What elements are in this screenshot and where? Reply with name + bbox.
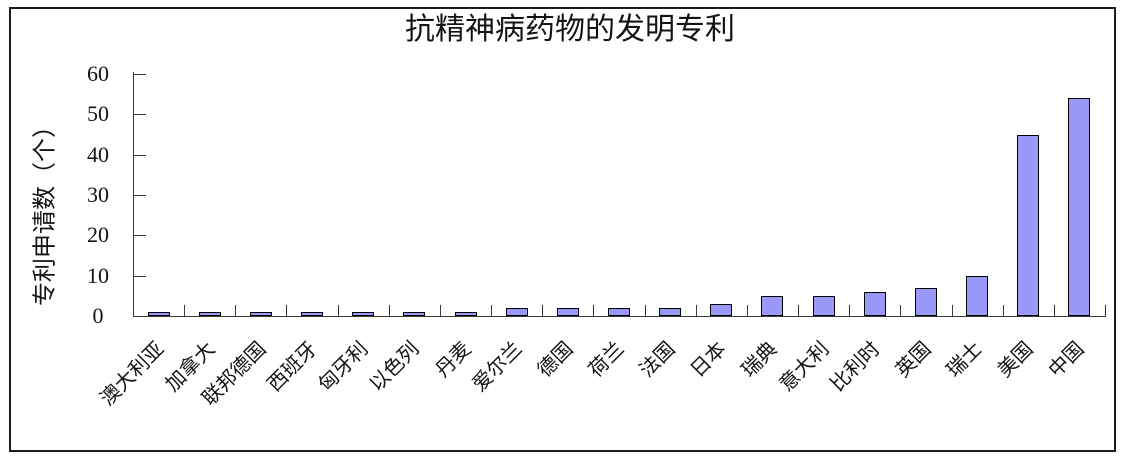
x-axis-tick [542, 305, 544, 316]
x-axis-line [133, 316, 1106, 317]
bar [505, 307, 528, 316]
y-tick-label: 40 [87, 141, 109, 167]
chart-title: 抗精神病药物的发明专利 [405, 13, 735, 46]
x-axis-tick [1053, 305, 1055, 316]
x-axis-tick [184, 305, 186, 316]
bar [710, 303, 733, 316]
x-axis-tick [491, 305, 493, 316]
y-axis-tick [134, 275, 146, 277]
x-axis-tick [849, 305, 851, 316]
x-axis-tick [235, 305, 237, 316]
y-tick-label: 50 [87, 101, 109, 127]
bar [966, 275, 989, 316]
x-axis-tick [286, 305, 288, 316]
bar [249, 311, 272, 316]
chart-frame [9, 7, 1116, 452]
x-axis-tick [337, 305, 339, 316]
bar [812, 295, 835, 316]
bar [301, 311, 324, 316]
y-axis-line [133, 72, 134, 317]
x-axis-tick [695, 305, 697, 316]
bar [352, 311, 375, 316]
bar [761, 295, 784, 316]
bar [147, 311, 170, 316]
bar [403, 311, 426, 316]
y-axis-title: 专利申请数（个） [32, 114, 59, 306]
bar [556, 307, 579, 316]
y-axis-tick [134, 235, 146, 237]
x-axis-tick [1002, 305, 1004, 316]
bar [454, 311, 477, 316]
x-axis-tick [900, 305, 902, 316]
x-axis-tick [798, 305, 800, 316]
y-tick-label: 20 [87, 222, 109, 248]
y-tick-label: 30 [87, 182, 109, 207]
y-axis-tick [134, 114, 146, 116]
bar [863, 291, 886, 316]
x-axis-tick [951, 305, 953, 316]
y-axis-tick [134, 74, 146, 75]
y-axis-tick [134, 195, 146, 196]
y-tick-label: 0 [92, 303, 104, 328]
bar [914, 287, 937, 316]
x-axis-tick [439, 305, 441, 316]
y-tick-label: 60 [87, 61, 109, 86]
x-axis-tick [746, 305, 748, 316]
bar [1068, 98, 1091, 316]
x-axis-tick [1105, 305, 1106, 316]
y-tick-label: 10 [87, 262, 109, 288]
y-axis-tick [134, 154, 146, 156]
bar [659, 307, 682, 316]
bar [608, 307, 630, 316]
x-axis-tick [388, 305, 390, 316]
x-axis-tick [593, 305, 595, 316]
x-axis-tick [644, 305, 646, 316]
bar [1017, 134, 1040, 316]
bar [198, 311, 221, 316]
